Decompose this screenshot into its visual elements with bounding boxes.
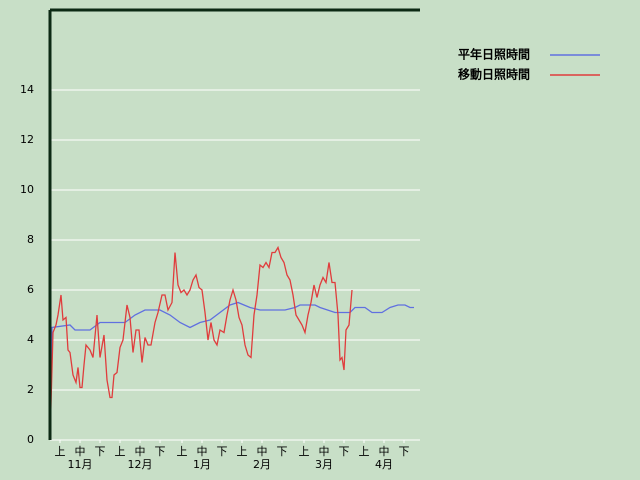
y-tick-label: 10 bbox=[20, 183, 34, 196]
x-tick-label: 下 bbox=[339, 445, 350, 458]
month-label: 2月 bbox=[253, 458, 271, 471]
legend-label: 平年日照時間 bbox=[458, 47, 530, 62]
series-line bbox=[49, 245, 353, 441]
series-line bbox=[49, 301, 414, 441]
x-tick-label: 下 bbox=[277, 445, 288, 458]
lines bbox=[49, 245, 414, 441]
x-tick-label: 上 bbox=[177, 445, 188, 458]
y-tick-label: 0 bbox=[27, 433, 34, 446]
x-tick-label: 上 bbox=[237, 445, 248, 458]
x-tick-label: 上 bbox=[299, 445, 310, 458]
y-tick-label: 14 bbox=[20, 83, 34, 96]
x-tick-label: 中 bbox=[75, 445, 86, 458]
month-label: 3月 bbox=[315, 458, 333, 471]
legend-label: 移動日照時間 bbox=[458, 67, 530, 82]
labels: 02468101214上中下上中下上中下上中下上中下上中下11月 12月 1月 2月 3… bbox=[20, 83, 410, 471]
x-tick-label: 下 bbox=[217, 445, 228, 458]
x-tick-label: 中 bbox=[197, 445, 208, 458]
y-tick-label: 4 bbox=[27, 333, 34, 346]
y-tick-label: 12 bbox=[20, 133, 34, 146]
x-tick-label: 中 bbox=[257, 445, 268, 458]
month-label: 1月 bbox=[193, 458, 211, 471]
month-label: 11月 bbox=[68, 458, 93, 471]
month-label: 4月 bbox=[375, 458, 393, 471]
x-tick-label: 下 bbox=[399, 445, 410, 458]
x-tick-label: 上 bbox=[55, 445, 66, 458]
y-tick-label: 8 bbox=[27, 233, 34, 246]
x-tick-label: 中 bbox=[379, 445, 390, 458]
y-tick-label: 6 bbox=[27, 283, 34, 296]
x-tick-label: 下 bbox=[155, 445, 166, 458]
x-tick-label: 中 bbox=[135, 445, 146, 458]
y-tick-label: 2 bbox=[27, 383, 34, 396]
x-tick-label: 下 bbox=[95, 445, 106, 458]
x-tick-label: 上 bbox=[359, 445, 370, 458]
month-label: 12月 bbox=[128, 458, 153, 471]
grid bbox=[50, 89, 420, 443]
x-tick-label: 中 bbox=[319, 445, 330, 458]
x-tick-label: 上 bbox=[115, 445, 126, 458]
